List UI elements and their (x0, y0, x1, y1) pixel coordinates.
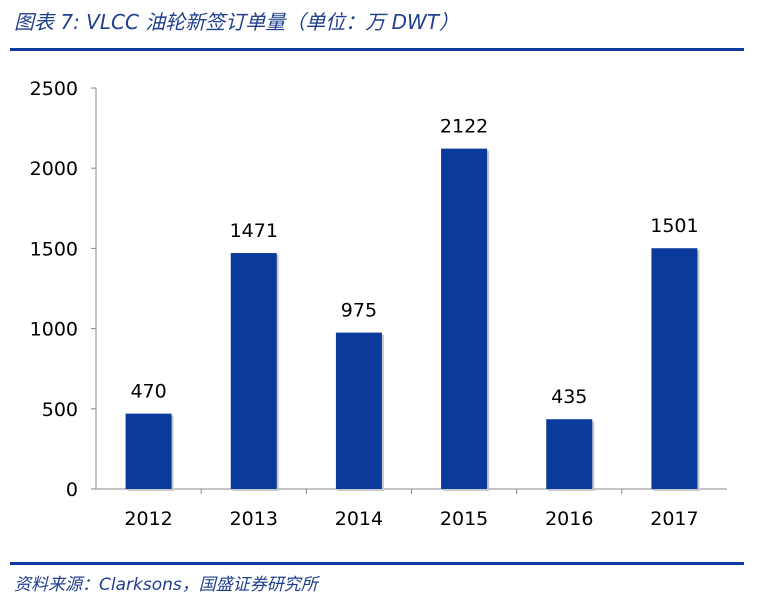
y-tick-label: 2000 (30, 158, 78, 180)
data-label: 1501 (650, 215, 698, 237)
data-label: 975 (341, 300, 377, 322)
bar (230, 253, 277, 489)
y-tick-label: 1500 (30, 238, 78, 260)
data-label: 1471 (230, 220, 278, 242)
x-tick-label: 2015 (440, 508, 488, 530)
bar (546, 419, 593, 489)
x-tick-label: 2012 (124, 508, 172, 530)
bottom-divider (10, 562, 744, 565)
y-tick-label: 1000 (30, 319, 78, 341)
y-tick-label: 500 (42, 399, 78, 421)
y-tick-label: 0 (66, 479, 78, 501)
x-tick-label: 2016 (545, 508, 593, 530)
top-divider (10, 48, 744, 51)
bar (441, 148, 488, 489)
bar (651, 248, 698, 489)
bar (335, 332, 382, 489)
x-tick-label: 2013 (230, 508, 278, 530)
x-tick-label: 2014 (335, 508, 383, 530)
source-note: 资料来源：Clarksons，国盛证券研究所 (14, 575, 318, 595)
chart-title: 图表 7: VLCC 油轮新签订单量（单位：万 DWT） (14, 10, 460, 34)
x-tick-label: 2017 (650, 508, 698, 530)
data-label: 2122 (440, 116, 488, 138)
data-label: 435 (551, 386, 587, 408)
data-label: 470 (130, 381, 166, 403)
bar (125, 413, 172, 489)
y-tick-label: 2500 (30, 78, 78, 100)
